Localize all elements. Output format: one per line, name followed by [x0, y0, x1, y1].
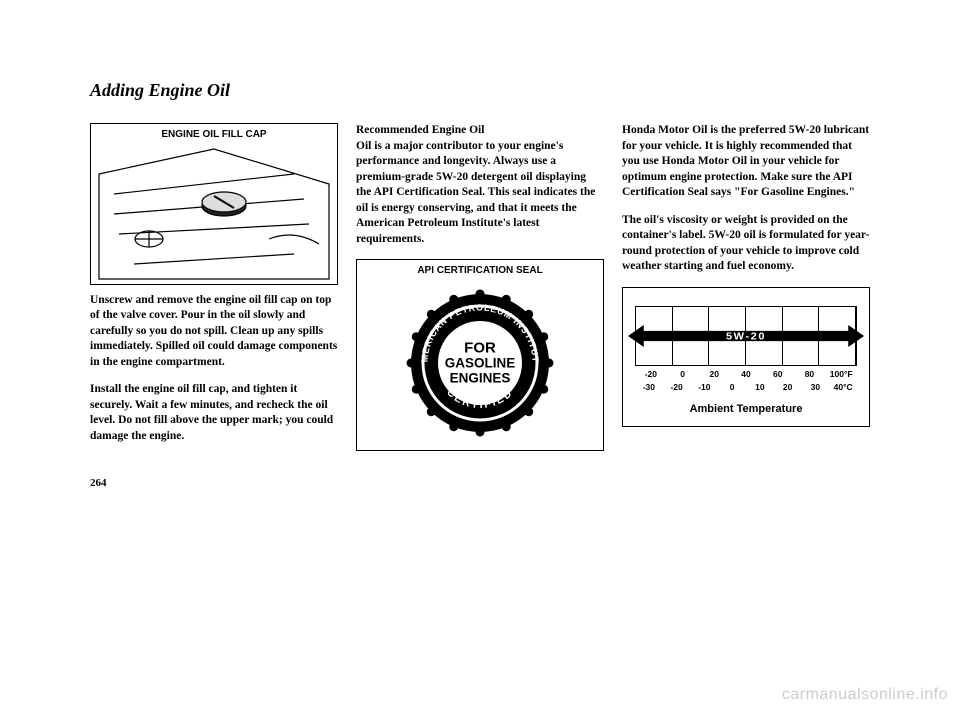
- engine-figure: ENGINE OIL FILL CAP: [90, 123, 338, 285]
- f2: 20: [698, 369, 730, 380]
- arrow-label: 5W-20: [726, 331, 766, 343]
- seal-figure-label: API CERTIFICATION SEAL: [357, 260, 603, 280]
- f4: 60: [762, 369, 794, 380]
- c3: 0: [718, 382, 746, 393]
- column-1: ENGINE OIL FILL CAP: [90, 123, 338, 459]
- column-3: Honda Motor Oil is the preferred 5W-20 l…: [622, 123, 870, 459]
- c7: 40°C: [829, 382, 857, 393]
- viscosity-arrow: 5W-20: [628, 325, 864, 347]
- seal-line2: GASOLINE: [445, 355, 516, 370]
- seal-figure: API CERTIFICATION SEAL: [356, 259, 604, 451]
- col3-para2: The oil's viscosity or weight is provide…: [622, 213, 870, 275]
- column-2: Recommended Engine Oil Oil is a major co…: [356, 123, 604, 459]
- temp-caption: Ambient Temperature: [635, 402, 857, 417]
- col1-para2: Install the engine oil fill cap, and tig…: [90, 382, 338, 444]
- page-title: Adding Engine Oil: [90, 80, 870, 101]
- f0: -20: [635, 369, 667, 380]
- col2-body: Oil is a major contributor to your engin…: [356, 140, 595, 245]
- temperature-figure: 5W-20 -20 0 20 40 60 80 100°F -30 -20 -1: [622, 287, 870, 428]
- watermark: carmanualsonline.info: [782, 686, 948, 704]
- f3: 40: [730, 369, 762, 380]
- page-number: 264: [90, 477, 870, 489]
- engine-diagram: [91, 144, 337, 284]
- f5: 80: [794, 369, 826, 380]
- seal-line3: ENGINES: [450, 370, 511, 385]
- scale-f: -20 0 20 40 60 80 100°F: [635, 369, 857, 380]
- f1: 0: [667, 369, 699, 380]
- engine-figure-label: ENGINE OIL FILL CAP: [91, 124, 337, 144]
- col1-para1: Unscrew and remove the engine oil fill c…: [90, 293, 338, 371]
- api-seal-icon: AMERICAN PETROLEUM INSTITUTE CERTIFIED F…: [405, 288, 555, 438]
- c6: 30: [802, 382, 830, 393]
- c5: 20: [774, 382, 802, 393]
- c1: -20: [663, 382, 691, 393]
- f6: 100°F: [825, 369, 857, 380]
- col2-subhead: Recommended Engine Oil: [356, 124, 484, 136]
- col2-para1: Recommended Engine Oil Oil is a major co…: [356, 123, 604, 247]
- temp-grid: 5W-20: [635, 306, 857, 366]
- c0: -30: [635, 382, 663, 393]
- col3-para1: Honda Motor Oil is the preferred 5W-20 l…: [622, 123, 870, 201]
- scale-c: -30 -20 -10 0 10 20 30 40°C: [635, 382, 857, 393]
- c4: 10: [746, 382, 774, 393]
- c2: -10: [691, 382, 719, 393]
- seal-line1: FOR: [464, 339, 496, 356]
